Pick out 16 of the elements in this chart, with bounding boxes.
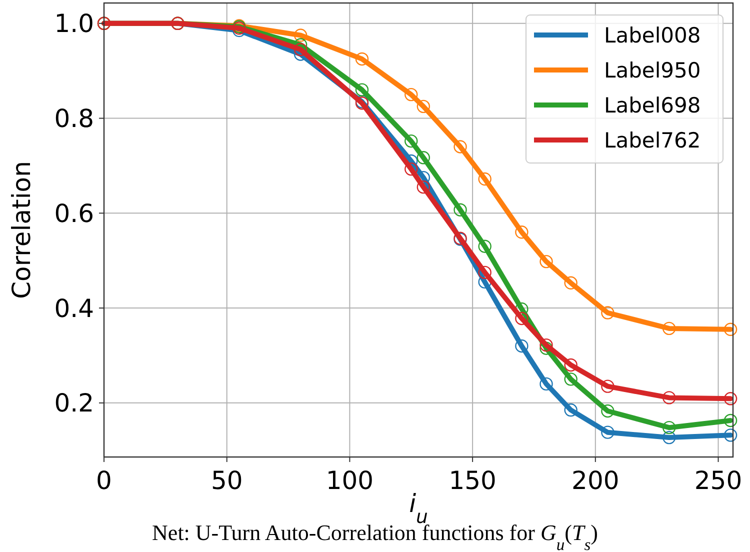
y-tick-label: 0.6 (54, 198, 94, 228)
y-tick-label: 1.0 (54, 9, 94, 38)
x-tick-label: 50 (210, 466, 243, 495)
y-tick-label: 0.2 (54, 388, 94, 418)
legend-label: Label762 (604, 128, 701, 152)
y-axis-title: Correlation (7, 161, 36, 299)
x-tick-label: 150 (448, 466, 496, 495)
legend-label: Label950 (604, 58, 701, 82)
legend-label: Label008 (604, 23, 701, 48)
x-tick-label: 250 (694, 466, 742, 495)
legend-label: Label698 (604, 93, 701, 118)
y-tick-label: 0.4 (54, 294, 94, 323)
x-tick-label: 0 (96, 466, 112, 495)
x-tick-label: 100 (326, 466, 374, 495)
y-tick-label: 0.8 (54, 104, 94, 134)
x-tick-label: 200 (572, 466, 620, 495)
